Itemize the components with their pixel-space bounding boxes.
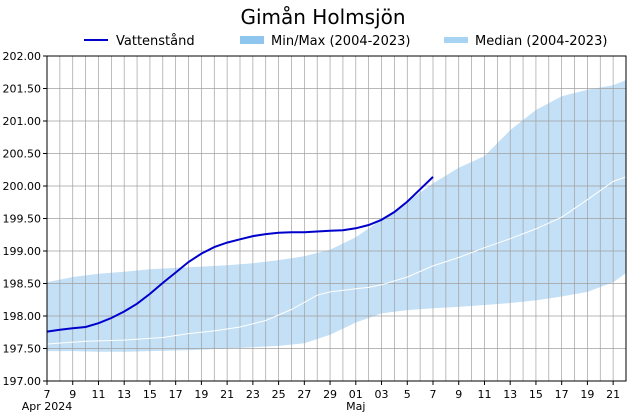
y-tick-label: 197.50 [3, 343, 42, 356]
x-tick-label: 5 [404, 388, 411, 401]
x-tick-label: 19 [194, 388, 208, 401]
x-tick-label: 23 [246, 388, 260, 401]
x-tick-label: 7 [44, 388, 51, 401]
legend-swatch [240, 36, 264, 44]
x-tick-label: 17 [555, 388, 569, 401]
water-level-line [46, 176, 434, 333]
y-tick-label: 200.00 [3, 180, 42, 193]
legend-label: Vattenstånd [116, 34, 195, 49]
x-month-label: Apr 2024 [22, 400, 73, 413]
legend-label: Median (2004-2023) [475, 34, 607, 49]
x-tick-label: 29 [323, 388, 337, 401]
x-tick-label: 9 [455, 388, 462, 401]
y-tick-label: 201.50 [3, 83, 42, 96]
y-tick-label: 199.50 [3, 213, 42, 226]
grid-lines [47, 56, 626, 381]
x-tick-label: 9 [69, 388, 76, 401]
chart-title: Gimån Holmsjön [240, 5, 405, 29]
x-tick-label: 27 [297, 388, 311, 401]
x-tick-label: 01 [349, 388, 363, 401]
plot-area [46, 55, 627, 382]
y-tick-label: 197.00 [3, 375, 42, 388]
x-tick-label: 11 [91, 388, 105, 401]
y-tick-label: 198.50 [3, 278, 42, 291]
x-tick-label: 15 [529, 388, 543, 401]
x-month-label: Maj [346, 400, 365, 413]
x-tick-label: 25 [272, 388, 286, 401]
y-tick-label: 202.00 [3, 50, 42, 63]
y-tick-label: 200.50 [3, 148, 42, 161]
legend-item: Min/Max (2004-2023) [240, 34, 410, 49]
x-tick-label: 03 [375, 388, 389, 401]
x-tick-label: 17 [169, 388, 183, 401]
median-line [46, 176, 627, 345]
x-tick-label: 11 [477, 388, 491, 401]
legend-label: Min/Max (2004-2023) [271, 34, 410, 49]
x-tick-label: 15 [143, 388, 157, 401]
x-tick-label: 13 [503, 388, 517, 401]
x-axis: 7 9 11 13 15 17 19 21 23 25 27 29 01 03 5 7 9 11 13 15 17 19 2… [22, 381, 620, 413]
y-tick-label: 201.00 [3, 115, 42, 128]
legend-item: Vattenstånd [84, 34, 195, 49]
y-tick-label: 199.00 [3, 245, 42, 258]
legend-swatch [444, 37, 468, 43]
x-tick-label: 21 [606, 388, 620, 401]
min-max-band [47, 80, 626, 352]
y-axis: 197.00 197.50 198.00 198.50 199.00 199.50 200.… [3, 50, 47, 388]
legend: Vattenstånd Min/Max (2004-2023) Median (20… [84, 34, 607, 49]
x-tick-label: 19 [580, 388, 594, 401]
y-tick-label: 198.00 [3, 310, 42, 323]
x-tick-label: 21 [220, 388, 234, 401]
x-tick-label: 13 [117, 388, 131, 401]
legend-item: Median (2004-2023) [444, 34, 607, 49]
x-tick-label: 7 [430, 388, 437, 401]
